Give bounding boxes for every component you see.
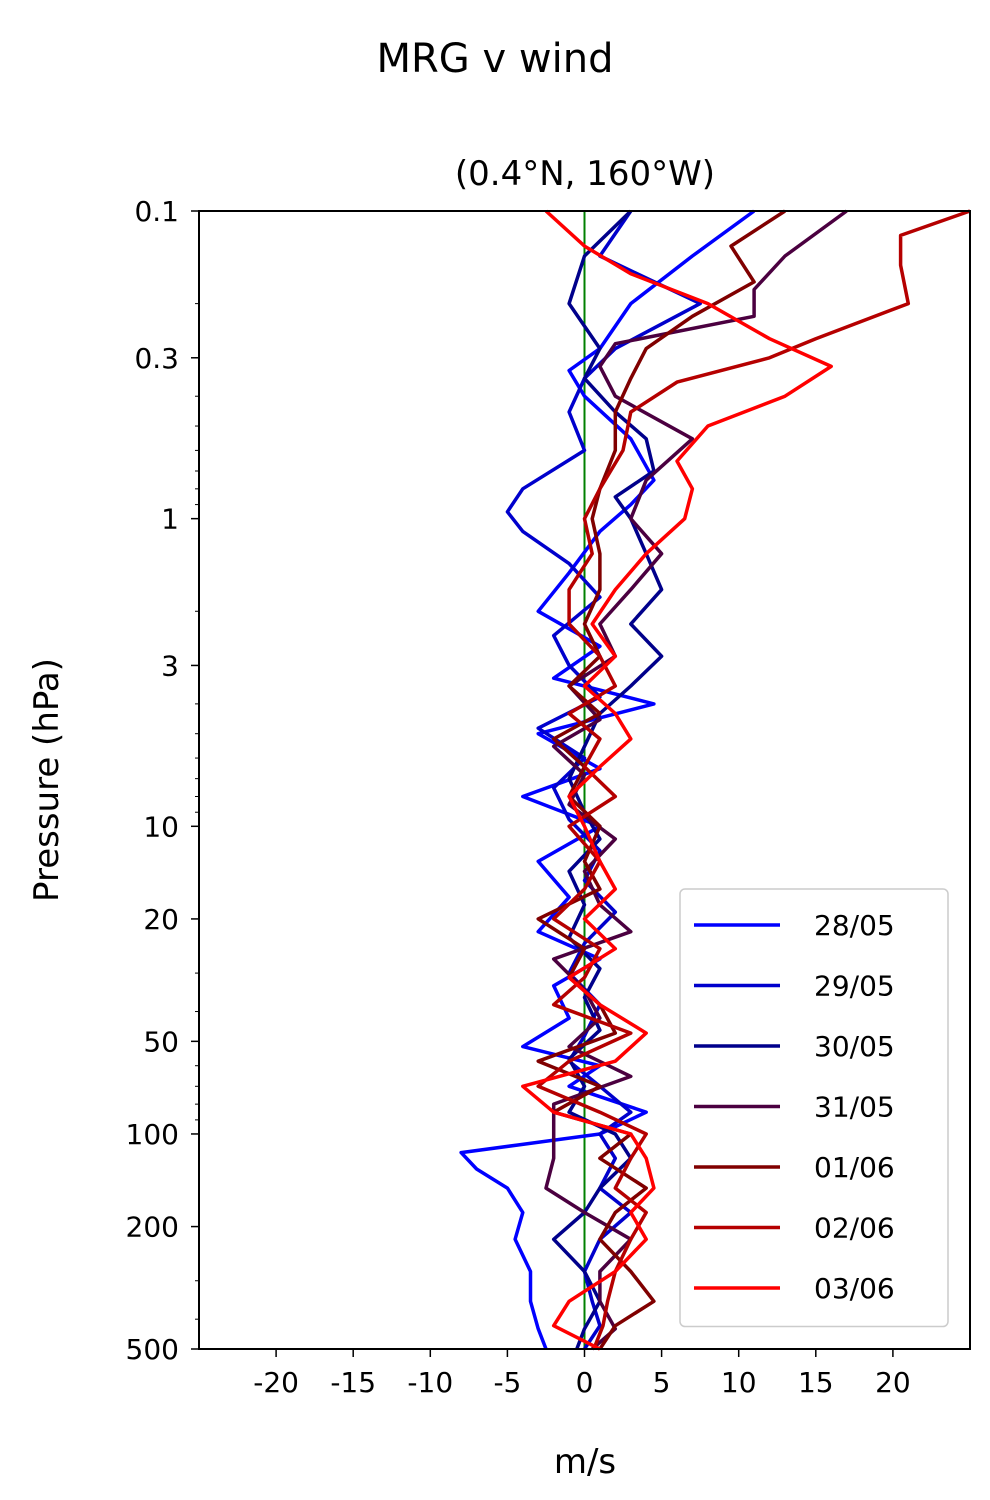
y-tick-label: 500 — [126, 1333, 179, 1366]
y-tick-label: 20 — [143, 903, 179, 936]
series-line-30-05 — [551, 209, 664, 1350]
x-tick-label: 0 — [576, 1366, 594, 1399]
x-tick-label: -15 — [330, 1366, 376, 1399]
y-tick-label: 1 — [161, 503, 179, 536]
y-tick-label: 0.1 — [134, 195, 179, 228]
legend-box — [679, 888, 949, 1328]
series-line-28-05 — [459, 209, 756, 1350]
y-axis-label: Pressure (hPa) — [27, 658, 67, 902]
y-axis-ticks: 0.1 0.3 1 3 10 20 50 100 200 500 — [126, 195, 199, 1366]
x-tick-label: 20 — [875, 1366, 911, 1399]
x-tick-label: -10 — [407, 1366, 453, 1399]
legend-label: 28/05 — [814, 909, 895, 942]
series-line-02-06 — [536, 209, 971, 1350]
y-tick-label: 100 — [126, 1118, 179, 1151]
x-tick-label: 10 — [721, 1366, 757, 1399]
x-tick-label: -5 — [493, 1366, 521, 1399]
legend-label: 03/06 — [814, 1272, 895, 1305]
y-tick-label: 50 — [143, 1025, 179, 1058]
x-axis-label: m/s — [554, 1442, 616, 1482]
series-line-31-05 — [544, 209, 848, 1351]
legend-label: 31/05 — [814, 1091, 895, 1124]
legend-label: 02/06 — [814, 1212, 895, 1245]
series-line-01-06 — [536, 209, 786, 1350]
series-line-29-05 — [505, 210, 702, 1350]
figure-title: MRG v wind — [377, 36, 614, 82]
series-line-03-06 — [521, 209, 833, 1351]
x-tick-label: 15 — [798, 1366, 834, 1399]
y-tick-label: 200 — [126, 1211, 179, 1244]
y-tick-label: 10 — [143, 810, 179, 843]
y-tick-label: 3 — [161, 649, 179, 682]
legend: 28/05 29/05 30/05 31/05 01/06 02/06 03/06 — [679, 888, 949, 1328]
x-axis-ticks: -20 -15 -10 -5 0 5 10 15 20 — [253, 1349, 911, 1399]
x-tick-label: 5 — [653, 1366, 671, 1399]
plot-subtitle: (0.4°N, 160°W) — [455, 154, 715, 194]
plot-frame — [198, 210, 971, 1350]
legend-label: 01/06 — [814, 1151, 895, 1184]
series-layer — [459, 209, 971, 1351]
legend-label: 30/05 — [814, 1030, 895, 1063]
x-tick-label: -20 — [253, 1366, 299, 1399]
legend-label: 29/05 — [814, 970, 895, 1003]
y-tick-label: 0.3 — [134, 342, 179, 375]
